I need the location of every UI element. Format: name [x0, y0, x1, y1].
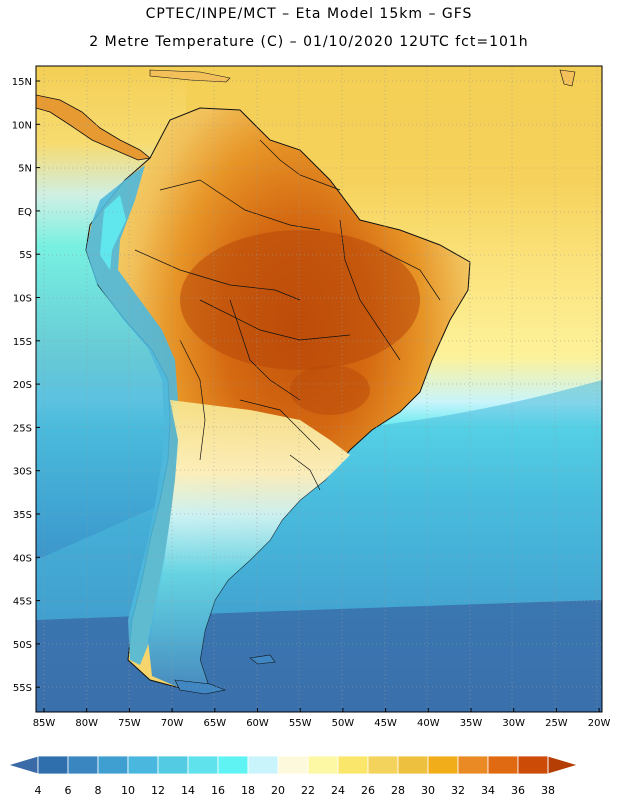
legend-swatch — [187, 755, 219, 775]
chart-title: CPTEC/INPE/MCT – Eta Model 15km – GFS — [145, 6, 473, 22]
lon-label: 60W — [246, 718, 269, 729]
legend-label: 14 — [181, 784, 195, 797]
legend-swatch — [367, 755, 399, 775]
legend-swatch — [487, 755, 519, 775]
lon-label: 85W — [33, 718, 56, 729]
legend-label: 6 — [65, 784, 72, 797]
legend-label: 10 — [121, 784, 135, 797]
lon-label: 35W — [460, 718, 483, 729]
lat-label: 45S — [13, 597, 32, 608]
legend-label: 30 — [421, 784, 435, 797]
longitude-labels: 85W 80W 75W 70W 65W 60W 55W 50W 45W 40W 35W 30W 25W 2… — [33, 708, 611, 729]
lat-label: 20S — [13, 380, 32, 391]
legend-swatch — [217, 755, 249, 775]
legend-swatch — [277, 755, 309, 775]
lon-label: 40W — [417, 718, 440, 729]
legend-swatch — [127, 755, 159, 775]
legend-swatch — [97, 755, 129, 775]
lat-label: 55S — [13, 683, 32, 694]
lon-label: 65W — [203, 718, 226, 729]
legend-swatch — [337, 755, 369, 775]
legend-label: 4 — [35, 784, 42, 797]
legend-swatch — [517, 755, 549, 775]
legend-label: 24 — [331, 784, 345, 797]
lon-label: 20W — [588, 718, 611, 729]
central-america — [36, 94, 151, 161]
legend-label: 12 — [151, 784, 165, 797]
legend-swatch — [397, 755, 429, 775]
legend-arrow-low — [6, 755, 39, 775]
lat-label: EQ — [18, 207, 32, 218]
legend-label: 32 — [451, 784, 465, 797]
lon-label: 30W — [502, 718, 525, 729]
lat-label: 35S — [13, 510, 32, 521]
legend-swatch — [457, 755, 489, 775]
legend-arrow-high — [547, 755, 580, 775]
lon-label: 70W — [161, 718, 184, 729]
lat-label: 10N — [12, 120, 32, 131]
lon-label: 75W — [118, 718, 141, 729]
legend-label: 16 — [211, 784, 225, 797]
lat-label: 40S — [13, 553, 32, 564]
lat-label: 15S — [13, 337, 32, 348]
legend-label: 38 — [541, 784, 555, 797]
color-legend: 4 6 8 10 12 14 16 18 20 22 24 26 28 30 32 34 36 38 — [6, 755, 580, 797]
legend-label: 34 — [481, 784, 495, 797]
legend-label: 20 — [271, 784, 285, 797]
legend-label: 22 — [301, 784, 315, 797]
legend-label: 8 — [95, 784, 102, 797]
lat-label: 5N — [18, 164, 32, 175]
legend-swatch — [67, 755, 99, 775]
lat-label: 10S — [13, 294, 32, 305]
legend-swatch — [247, 755, 279, 775]
lon-label: 80W — [75, 718, 98, 729]
legend-label: 28 — [391, 784, 405, 797]
lat-label: 30S — [13, 467, 32, 478]
legend-label: 18 — [241, 784, 255, 797]
lon-label: 45W — [374, 718, 397, 729]
country-borders — [134, 139, 441, 491]
lat-label: 5S — [19, 250, 32, 261]
lon-label: 50W — [332, 718, 355, 729]
legend-swatch — [37, 755, 69, 775]
lat-label: 15N — [12, 77, 32, 88]
legend-swatch — [307, 755, 339, 775]
lat-label: 50S — [13, 640, 32, 651]
legend-label: 36 — [511, 784, 525, 797]
lon-label: 25W — [545, 718, 568, 729]
lon-label: 55W — [289, 718, 312, 729]
legend-swatch — [427, 755, 459, 775]
chart-subtitle: 2 Metre Temperature (C) – 01/10/2020 12U… — [89, 34, 529, 50]
temperature-map: 15N 10N 5N EQ 5S 10S 15S 20S 25S 30S 35S 40S 45S 50S 5… — [12, 65, 611, 729]
legend-label: 26 — [361, 784, 375, 797]
lat-label: 25S — [13, 423, 32, 434]
latitude-labels: 15N 10N 5N EQ 5S 10S 15S 20S 25S 30S 35S 40S 45S 50S 5… — [12, 77, 40, 694]
legend-swatch — [157, 755, 189, 775]
